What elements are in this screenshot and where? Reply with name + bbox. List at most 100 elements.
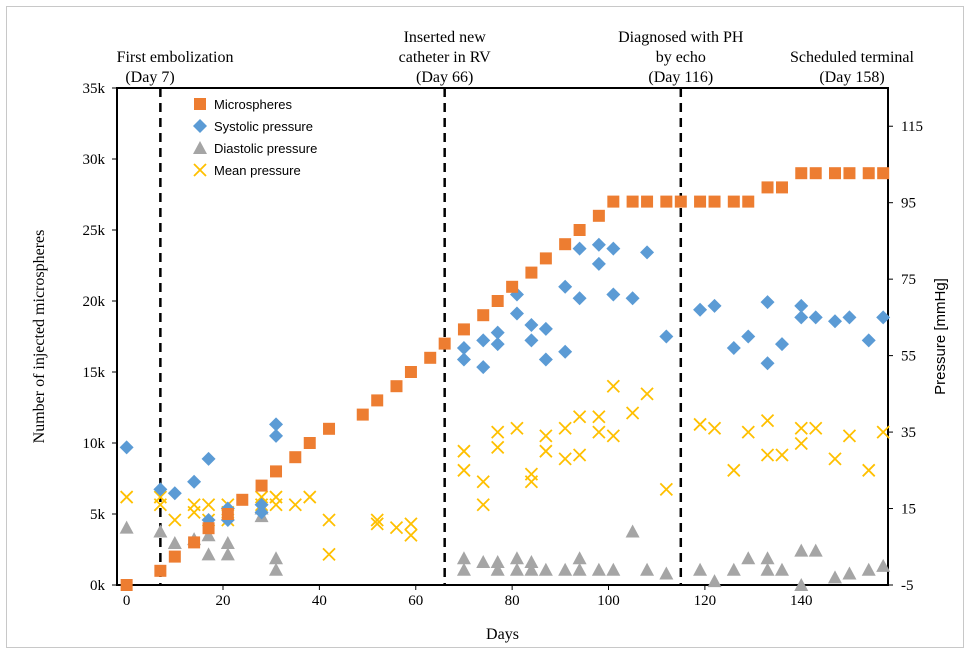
- systolic-point: [456, 340, 471, 355]
- diastolic-point: [509, 562, 524, 576]
- y-right-tick-label: 35: [901, 425, 916, 441]
- x-tick-label: 80: [505, 593, 520, 609]
- systolic-point: [254, 497, 269, 512]
- microsphere-point: [270, 465, 283, 478]
- microsphere-point: [573, 224, 586, 236]
- y-left-tick-label: 10k: [83, 436, 106, 452]
- mean-point: [592, 425, 606, 439]
- mean-point: [539, 429, 553, 443]
- microsphere-point: [539, 252, 552, 265]
- microsphere-point: [289, 451, 302, 464]
- diastolic-point: [808, 543, 823, 557]
- mean-point: [659, 482, 673, 497]
- systolic-point: [167, 486, 182, 501]
- mean-point: [727, 463, 741, 477]
- diastolic-point: [876, 558, 891, 572]
- diastolic-point: [490, 555, 505, 569]
- systolic-point: [794, 298, 809, 313]
- y-right-tick-label: 95: [901, 196, 916, 212]
- systolic-point: [591, 237, 606, 252]
- systolic-point: [606, 287, 621, 302]
- legend-marker-systolic: [193, 119, 207, 133]
- diastolic-point: [119, 520, 134, 534]
- x-tick-label: 100: [597, 593, 620, 609]
- diastolic-point: [591, 562, 606, 576]
- microsphere-point: [809, 167, 822, 180]
- y-right-tick-label: 55: [901, 349, 916, 365]
- diastolic-point: [842, 566, 857, 580]
- microsphere-point: [674, 195, 687, 208]
- systolic-point: [572, 241, 587, 256]
- systolic-point: [794, 310, 809, 325]
- systolic-point: [861, 333, 876, 348]
- systolic-point: [572, 291, 587, 306]
- systolic-point: [808, 310, 823, 325]
- diastolic-point: [538, 562, 553, 576]
- microsphere-point: [154, 564, 167, 577]
- microsphere-point: [168, 550, 181, 563]
- diastolic-point: [572, 562, 587, 576]
- microsphere-point: [862, 167, 875, 180]
- diastolic-point: [640, 562, 655, 576]
- microsphere-point: [356, 408, 369, 421]
- mean-point: [254, 490, 269, 504]
- mean-point: [168, 513, 182, 527]
- diastolic-point: [625, 524, 640, 538]
- systolic-point: [591, 256, 606, 271]
- systolic-point: [187, 474, 202, 489]
- systolic-point: [876, 310, 891, 325]
- event-annotation: (Day 7): [125, 69, 174, 86]
- microsphere-point: [708, 195, 721, 208]
- mean-point: [828, 452, 842, 466]
- diastolic-point: [827, 570, 842, 584]
- mean-point: [842, 429, 857, 443]
- diastolic-point: [558, 562, 573, 576]
- systolic-point: [538, 352, 553, 367]
- systolic-point: [476, 360, 491, 375]
- systolic-point: [827, 314, 842, 329]
- y-left-tick-label: 15k: [83, 365, 106, 381]
- y-left-tick-label: 35k: [83, 81, 106, 97]
- mean-point: [606, 429, 620, 443]
- diastolic-point: [760, 562, 775, 576]
- event-annotation: Inserted new: [404, 29, 487, 46]
- event-annotation: Diagnosed with PH: [618, 29, 744, 46]
- microsphere-point: [727, 195, 740, 208]
- diastolic-point: [524, 555, 539, 569]
- microsphere-point: [828, 167, 841, 180]
- systolic-point: [558, 344, 573, 359]
- event-annotation: catheter in RV: [399, 49, 491, 66]
- mean-point: [510, 421, 524, 435]
- systolic-point: [524, 333, 539, 348]
- diastolic-point: [167, 535, 182, 549]
- mean-point: [794, 436, 808, 451]
- systolic-point: [760, 356, 775, 371]
- microsphere-point: [761, 181, 774, 194]
- microsphere-point: [255, 479, 268, 492]
- diastolic-point: [456, 562, 471, 576]
- mean-point: [760, 413, 775, 428]
- mean-point: [476, 498, 490, 512]
- microsphere-point: [775, 181, 788, 194]
- x-tick-label: 40: [312, 593, 327, 609]
- event-annotation: Scheduled terminal: [790, 49, 915, 66]
- diastolic-point: [606, 562, 621, 576]
- microsphere-point: [592, 209, 605, 222]
- systolic-point: [707, 298, 722, 313]
- systolic-point: [254, 505, 269, 520]
- systolic-point: [476, 333, 491, 348]
- x-tick-label: 60: [408, 593, 423, 609]
- legend-marker-microspheres: [194, 98, 206, 110]
- chart-frame: [6, 6, 964, 648]
- microsphere-point: [303, 437, 316, 449]
- microsphere-point: [506, 280, 519, 293]
- microsphere-point: [371, 394, 384, 407]
- legend-marker-mean: [193, 163, 207, 177]
- mean-point: [322, 513, 336, 527]
- systolic-point: [726, 340, 741, 355]
- microsphere-point: [202, 522, 215, 535]
- y-left-tick-label: 30k: [83, 152, 106, 168]
- mean-point: [592, 410, 606, 424]
- mean-point: [491, 440, 505, 455]
- y-left-tick-label: 25k: [83, 223, 106, 239]
